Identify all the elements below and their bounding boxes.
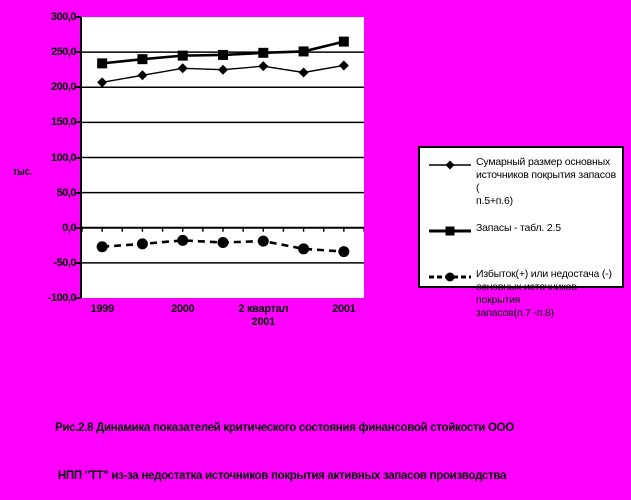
figure-caption: Рис.2.8 Динамика показателей критическог… bbox=[55, 388, 560, 500]
y-tick-mark bbox=[75, 86, 81, 89]
circle-marker-icon bbox=[257, 235, 269, 247]
y-axis-line bbox=[80, 17, 82, 298]
legend-item: Избыток(+) или недостача (-) основных ист… bbox=[428, 268, 618, 320]
chart-legend: Сумарный размер основных источников покры… bbox=[418, 146, 624, 319]
y-tick-mark bbox=[75, 261, 81, 264]
y-tick-label: 250,0 bbox=[50, 46, 77, 59]
chart-series-canvas bbox=[82, 36, 364, 264]
legend-item-label: Избыток(+) или недостача (-) основных ист… bbox=[476, 268, 612, 319]
y-tick-mark bbox=[75, 297, 81, 299]
figure-caption-line1: Рис.2.8 Динамика показателей критическог… bbox=[55, 422, 514, 434]
square-marker-icon bbox=[258, 47, 269, 58]
y-axis-title: тыс. bbox=[13, 166, 33, 178]
circle-marker-icon bbox=[177, 234, 189, 246]
y-tick-label: 200,0 bbox=[50, 81, 77, 94]
y-tick-mark bbox=[75, 51, 81, 54]
legend-item: Запасы - табл. 2.5 bbox=[428, 222, 618, 242]
diamond-marker-icon bbox=[177, 63, 188, 74]
diamond-marker-icon bbox=[218, 64, 228, 75]
figure-caption-line2: НПП "ТТ" из-за недостатка источников пок… bbox=[55, 470, 507, 482]
square-marker-icon bbox=[97, 58, 108, 69]
x-tick-label: 1999 bbox=[90, 303, 115, 315]
diamond-marker-icon bbox=[97, 77, 108, 88]
y-tick-label: -100,0 bbox=[47, 292, 77, 304]
y-tick-mark bbox=[75, 191, 81, 194]
diamond-marker-icon bbox=[137, 70, 148, 81]
y-tick-mark bbox=[75, 156, 81, 159]
circle-marker-icon bbox=[96, 241, 108, 253]
y-tick-label: 100,0 bbox=[50, 151, 77, 164]
diamond-marker-icon bbox=[258, 61, 269, 72]
diamond-marker-icon bbox=[298, 67, 309, 78]
square-marker-icon bbox=[137, 54, 148, 65]
legend-item-label: Сумарный размер основных источников покры… bbox=[476, 156, 616, 207]
x-tick-label: 2000 bbox=[171, 303, 195, 315]
x-tick-label: 2001 bbox=[332, 303, 356, 315]
x-tick-label: 2 квартал 2001 bbox=[238, 303, 289, 328]
square-marker-icon bbox=[218, 49, 228, 60]
y-tick-label: 0,0 bbox=[62, 221, 76, 234]
y-tick-mark bbox=[75, 121, 81, 124]
page-background: { "background_color": "#ff00ff", "plot_b… bbox=[13, 11, 624, 482]
square-marker-icon bbox=[338, 36, 349, 47]
legend-item: Сумарный размер основных источников покры… bbox=[428, 156, 618, 208]
y-tick-mark bbox=[75, 226, 81, 229]
circle-marker-icon bbox=[338, 246, 350, 258]
y-tick-label: 150,0 bbox=[50, 116, 77, 129]
y-tick-label: -50,0 bbox=[53, 256, 76, 269]
circle-marker-icon bbox=[298, 243, 310, 255]
y-tick-label: 300,0 bbox=[50, 11, 77, 23]
y-tick-label: 50,0 bbox=[56, 186, 77, 199]
y-tick-mark bbox=[75, 16, 81, 18]
diamond-marker-icon bbox=[338, 60, 349, 71]
legend-gap bbox=[428, 242, 618, 268]
legend-marker-diamond-icon bbox=[428, 156, 476, 176]
legend-marker-circle-icon bbox=[428, 268, 476, 288]
legend-gap bbox=[428, 208, 618, 222]
legend-item-label: Запасы - табл. 2.5 bbox=[476, 222, 561, 234]
square-marker-icon bbox=[177, 50, 188, 61]
circle-marker-icon bbox=[136, 238, 148, 250]
square-marker-icon bbox=[298, 46, 309, 57]
circle-marker-icon bbox=[217, 237, 229, 249]
legend-marker-square-icon bbox=[428, 222, 476, 242]
legend-items: Сумарный размер основных источников покры… bbox=[428, 156, 618, 320]
